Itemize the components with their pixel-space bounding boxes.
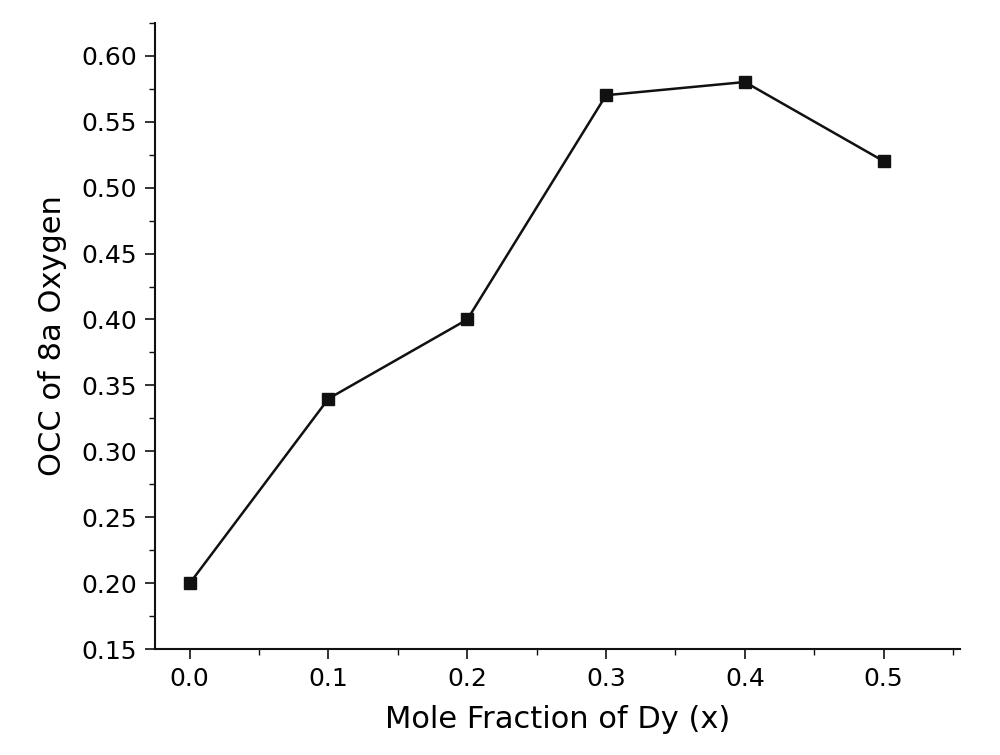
Y-axis label: OCC of 8a Oxygen: OCC of 8a Oxygen <box>38 196 67 476</box>
X-axis label: Mole Fraction of Dy (x): Mole Fraction of Dy (x) <box>385 705 730 735</box>
